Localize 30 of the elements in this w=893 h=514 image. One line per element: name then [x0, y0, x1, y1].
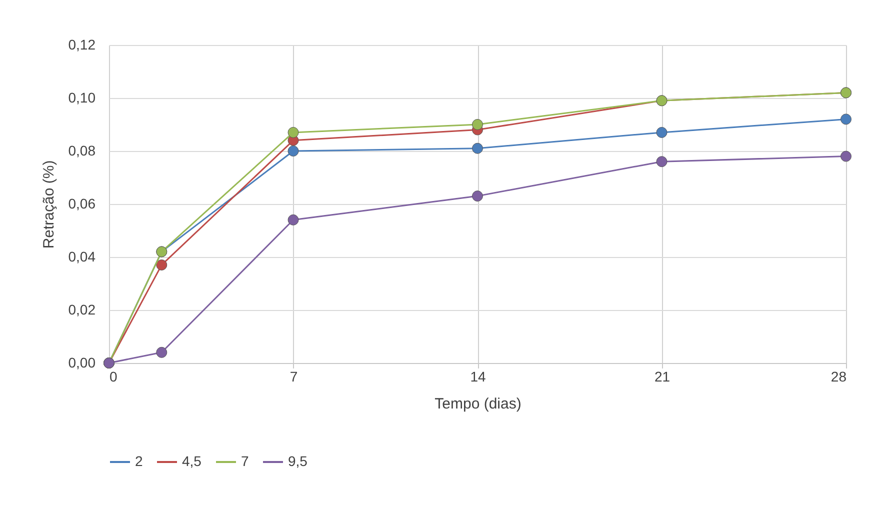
x-axis-title: Tempo (dias)	[434, 396, 522, 412]
x-tick-label: 0	[110, 368, 118, 384]
y-tick-label: 0,08	[68, 142, 96, 158]
legend-label: 4,5	[182, 453, 202, 469]
x-tick-label: 7	[290, 368, 298, 384]
point	[656, 156, 668, 168]
y-tick-label: 0,04	[68, 248, 96, 264]
point	[288, 214, 299, 226]
legend-label: 2	[135, 453, 143, 469]
point	[288, 126, 299, 138]
x-tick-label: 21	[654, 368, 670, 384]
x-tick-label: 14	[470, 368, 486, 384]
x-tick-label: 28	[830, 368, 847, 384]
y-axis-title: Retração (%)	[40, 160, 58, 249]
y-tick-label: 0,02	[68, 302, 96, 318]
legend-label: 7	[241, 453, 249, 469]
point	[840, 114, 852, 125]
y-tick-label: 0,06	[68, 196, 96, 212]
point	[840, 150, 852, 162]
point	[472, 119, 483, 130]
legend-label: 9,5	[288, 453, 308, 469]
point	[472, 142, 483, 154]
point	[656, 126, 668, 138]
point	[156, 259, 168, 270]
point	[472, 190, 483, 202]
point	[156, 346, 168, 358]
point	[288, 146, 299, 156]
y-tick-label: 0,00	[68, 354, 96, 370]
y-tick-label: 0,12	[68, 36, 96, 52]
y-tick-label: 0,10	[68, 90, 96, 106]
